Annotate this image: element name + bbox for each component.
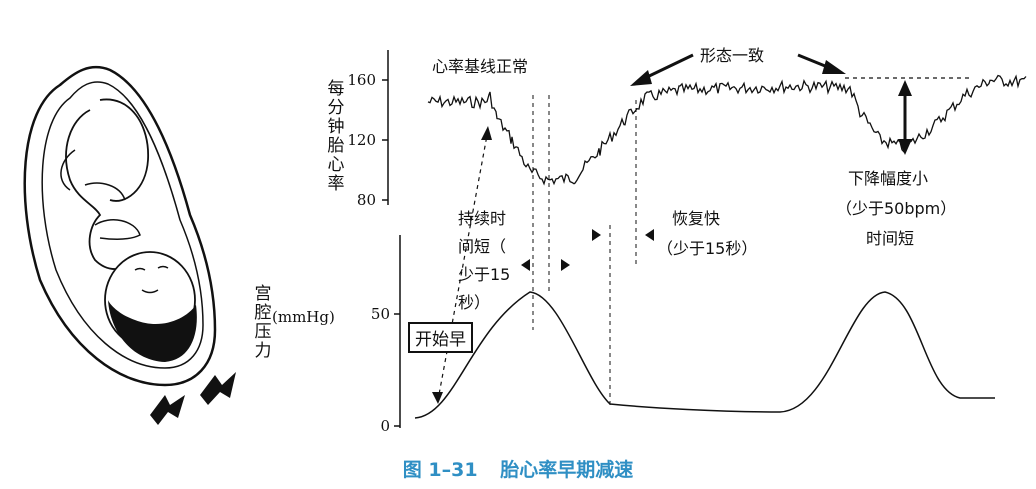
annotation-duration-line3: 少于15 (458, 265, 511, 284)
caption-number: 图 1–31 (402, 459, 478, 481)
fetus-limbs (60, 149, 126, 201)
onset-arrowhead-top (481, 126, 492, 140)
uterus-outline (23, 65, 217, 387)
amplitude-arrowhead-top (898, 80, 912, 96)
onset-dashed-arrow (437, 129, 489, 401)
pressure-axis-title: 宫腔压力 (254, 284, 272, 361)
uterine-pressure-curve (414, 291, 995, 419)
same-shape-arrowhead-left (630, 70, 652, 86)
same-shape-arrowhead-right (822, 60, 846, 74)
onset-arrowhead-bottom (432, 392, 443, 404)
pressure-arrow-left (150, 395, 185, 425)
pressure-tick-label-50: 50 (370, 305, 390, 323)
caption-title: 胎心率早期减速 (500, 459, 634, 481)
fetus-hair (108, 300, 197, 362)
annotation-baseline-normal: 心率基线正常 (432, 57, 529, 76)
same-shape-arrow-left (644, 53, 694, 80)
fhr-tick-label-160: 160 (347, 71, 376, 89)
amniotic-membrane (41, 81, 204, 369)
annotation-duration-line4: 秒） (458, 293, 491, 312)
fhr-tick-label-80: 80 (356, 191, 376, 209)
annotation-onset-early: 开始早 (408, 322, 473, 353)
amplitude-arrowhead-bottom (898, 139, 912, 155)
annotation-amplitude-line2: （少于50bpm） (836, 199, 957, 218)
fetus-arm (94, 219, 141, 240)
annotation-recovery-line2: （少于15秒） (657, 239, 758, 258)
annotation-duration-line1: 持续时 (458, 209, 507, 228)
recovery-marker-right (645, 229, 654, 241)
duration-marker-right (561, 259, 570, 271)
annotation-amplitude-line3: 时间短 (866, 229, 915, 248)
fetus-back (99, 98, 149, 202)
pressure-tick-label-0: 0 (380, 417, 390, 435)
duration-marker-left (521, 259, 530, 271)
fetus-body (65, 109, 141, 270)
annotation-recovery-line1: 恢复快 (672, 209, 721, 228)
pressure-axis-unit: (mmHg) (272, 308, 335, 326)
fetus-face (134, 265, 169, 294)
annotation-same-shape: 形态一致 (700, 46, 765, 65)
pressure-arrow-right (200, 372, 236, 405)
annotation-amplitude-line1: 下降幅度小 (848, 169, 929, 188)
fhr-trace (427, 74, 1027, 186)
recovery-marker-left (592, 229, 601, 241)
fhr-axis-title: 每分钟胎心率 (327, 79, 345, 194)
annotation-duration-line2: 间短（ (458, 237, 507, 256)
fhr-tick-label-120: 120 (347, 131, 376, 149)
figure-caption: 图 1–31 胎心率早期减速 (0, 455, 1036, 482)
